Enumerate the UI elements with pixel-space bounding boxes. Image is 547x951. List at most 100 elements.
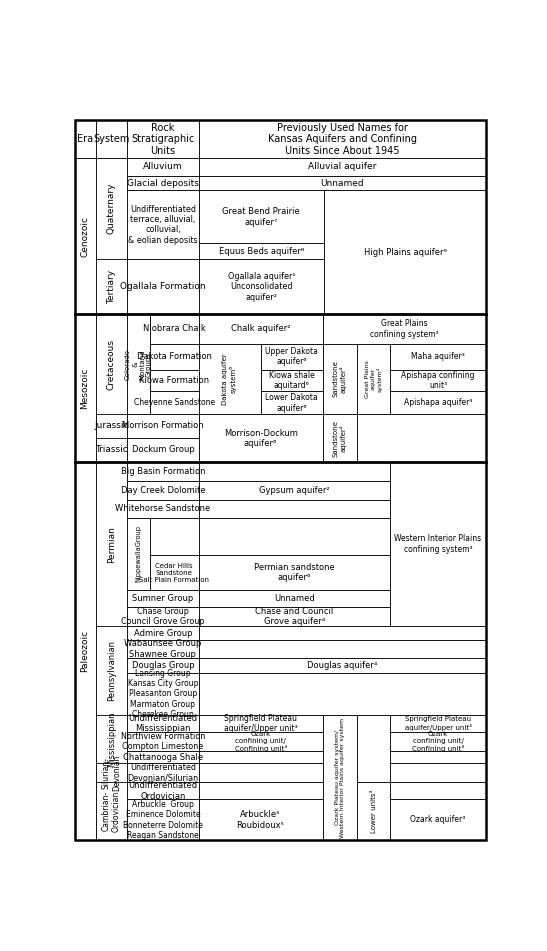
Bar bbox=[127, 607, 199, 626]
Bar bbox=[127, 480, 199, 500]
Bar bbox=[324, 190, 486, 315]
Text: Day Creek Dolomite: Day Creek Dolomite bbox=[120, 486, 205, 495]
Bar bbox=[199, 243, 324, 259]
Text: Chase and Council
Grove aquifer⁴: Chase and Council Grove aquifer⁴ bbox=[255, 607, 334, 627]
Bar bbox=[74, 120, 96, 158]
Bar bbox=[127, 658, 199, 673]
Text: Undifferentiated
Devonian/Silurian: Undifferentiated Devonian/Silurian bbox=[127, 763, 199, 783]
Bar bbox=[357, 415, 486, 462]
Bar bbox=[199, 800, 323, 841]
Text: Niobrara Chalk: Niobrara Chalk bbox=[143, 324, 206, 334]
Text: Unnamed: Unnamed bbox=[274, 594, 315, 603]
Text: Great Plains
aquifer
system⁴: Great Plains aquifer system⁴ bbox=[365, 360, 382, 398]
Bar bbox=[74, 315, 96, 462]
Text: Great Plains
confining system³: Great Plains confining system³ bbox=[370, 320, 439, 339]
Text: Morrison Formation: Morrison Formation bbox=[122, 421, 203, 431]
Bar bbox=[74, 158, 96, 315]
Bar bbox=[357, 715, 390, 783]
Text: Kiowa shale
aquitard⁶: Kiowa shale aquitard⁶ bbox=[269, 371, 315, 390]
Text: Undifferentiated
Ordovician: Undifferentiated Ordovician bbox=[129, 782, 197, 801]
Text: Sumner Group: Sumner Group bbox=[132, 594, 194, 603]
Text: Rock
Stratigraphic
Units: Rock Stratigraphic Units bbox=[131, 123, 195, 156]
Text: Undifferentiated
Mississippian: Undifferentiated Mississippian bbox=[129, 714, 197, 733]
Bar bbox=[199, 120, 486, 158]
Text: Lower units³: Lower units³ bbox=[371, 789, 377, 833]
Bar bbox=[150, 391, 199, 415]
Text: Pennsylvanian: Pennsylvanian bbox=[107, 640, 116, 701]
Bar bbox=[96, 158, 127, 315]
Text: Cheyenne Sandstone: Cheyenne Sandstone bbox=[133, 398, 215, 407]
Text: Lansing Group
Kansas City Group
Pleasanton Group
Marmaton Group
Cherokee Group: Lansing Group Kansas City Group Pleasant… bbox=[127, 669, 198, 719]
Text: Ogallala Formation: Ogallala Formation bbox=[120, 282, 206, 291]
Text: Douglas aquifer⁴: Douglas aquifer⁴ bbox=[307, 661, 377, 670]
Text: Cambrian-
Ordovician: Cambrian- Ordovician bbox=[102, 790, 121, 832]
Text: Wabaunsee Group
Shawnee Group: Wabaunsee Group Shawnee Group bbox=[124, 639, 202, 659]
Text: Dakota Formation: Dakota Formation bbox=[137, 352, 212, 361]
Bar bbox=[199, 590, 390, 607]
Bar bbox=[323, 343, 357, 415]
Text: Equus Beds aquifer⁸: Equus Beds aquifer⁸ bbox=[219, 246, 304, 256]
Bar bbox=[74, 462, 96, 841]
Text: Springfield Plateau
aquifer/Upper unit³: Springfield Plateau aquifer/Upper unit³ bbox=[224, 714, 298, 733]
Bar bbox=[199, 190, 324, 243]
Bar bbox=[127, 673, 199, 715]
Bar bbox=[390, 800, 486, 841]
Bar bbox=[150, 343, 199, 370]
Text: Silurian-
Devonian: Silurian- Devonian bbox=[102, 755, 121, 791]
Bar bbox=[390, 370, 486, 391]
Text: Mesozoic: Mesozoic bbox=[80, 367, 90, 409]
Text: Era: Era bbox=[77, 134, 93, 145]
Text: Apishapa aquifer³: Apishapa aquifer³ bbox=[404, 398, 472, 407]
Bar bbox=[127, 120, 199, 158]
Bar bbox=[390, 764, 486, 783]
Text: Cenozoic: Cenozoic bbox=[80, 216, 90, 257]
Text: Permian sandstone
aquifer⁶: Permian sandstone aquifer⁶ bbox=[254, 563, 335, 582]
Bar bbox=[127, 732, 199, 751]
Text: Dockum Group: Dockum Group bbox=[131, 445, 194, 455]
Text: Cretaceous: Cretaceous bbox=[107, 339, 116, 390]
Text: Chattanooga Shale: Chattanooga Shale bbox=[123, 752, 203, 762]
Text: Cedar Hills
Sandstone
Salt Plain Formation: Cedar Hills Sandstone Salt Plain Formati… bbox=[139, 563, 209, 583]
Bar bbox=[127, 590, 199, 607]
Text: High Plains aquifer⁹: High Plains aquifer⁹ bbox=[364, 248, 446, 257]
Text: Ozark Plateau aquifer system/
Western Interior Plains aquifer system: Ozark Plateau aquifer system/ Western In… bbox=[335, 717, 345, 838]
Bar bbox=[390, 751, 486, 764]
Bar bbox=[150, 517, 199, 555]
Bar bbox=[199, 343, 260, 415]
Bar bbox=[199, 783, 323, 800]
Text: Colorado
&
Montana
Groups: Colorado & Montana Groups bbox=[125, 349, 152, 379]
Bar bbox=[199, 555, 390, 590]
Bar bbox=[199, 673, 486, 715]
Bar bbox=[357, 343, 390, 415]
Text: Arbuckle⁵
Roubidoux⁵: Arbuckle⁵ Roubidoux⁵ bbox=[236, 810, 284, 829]
Text: Paleozoic: Paleozoic bbox=[80, 631, 90, 672]
Bar bbox=[199, 658, 486, 673]
Bar bbox=[127, 259, 199, 315]
Bar bbox=[127, 315, 150, 415]
Text: Great Bend Prairie
aquifer⁷: Great Bend Prairie aquifer⁷ bbox=[223, 207, 300, 226]
Bar bbox=[199, 626, 486, 640]
Text: Western Interior Plains
confining system³: Western Interior Plains confining system… bbox=[394, 534, 481, 553]
Text: Douglas Group: Douglas Group bbox=[132, 661, 194, 670]
Text: Apishapa confining
unit³: Apishapa confining unit³ bbox=[401, 371, 475, 390]
Bar bbox=[199, 732, 323, 751]
Bar bbox=[127, 715, 199, 732]
Text: Upper Dakota
aquifer⁶: Upper Dakota aquifer⁶ bbox=[265, 347, 318, 366]
Text: Gypsum aquifer²: Gypsum aquifer² bbox=[259, 486, 330, 495]
Bar bbox=[390, 391, 486, 415]
Text: Admire Group: Admire Group bbox=[133, 629, 192, 637]
Bar bbox=[127, 415, 199, 437]
Bar bbox=[127, 500, 199, 517]
Bar bbox=[199, 176, 486, 190]
Text: Ozark
confining unit/
Confining unit³: Ozark confining unit/ Confining unit³ bbox=[412, 731, 464, 752]
Text: Dakota aquifer
system⁶: Dakota aquifer system⁶ bbox=[223, 353, 237, 405]
Bar bbox=[127, 626, 199, 640]
Bar bbox=[357, 783, 390, 841]
Bar bbox=[260, 370, 323, 391]
Bar bbox=[199, 259, 324, 315]
Bar bbox=[199, 640, 486, 658]
Bar bbox=[127, 640, 199, 658]
Bar bbox=[323, 315, 486, 343]
Text: Morrison-Dockum
aquifer⁶: Morrison-Dockum aquifer⁶ bbox=[224, 429, 298, 448]
Text: Alluvial aquifer: Alluvial aquifer bbox=[308, 163, 376, 171]
